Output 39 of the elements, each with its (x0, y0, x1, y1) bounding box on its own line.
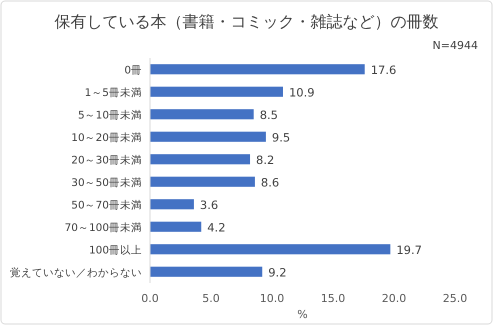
y-tick-label: 70～100冊未満 (64, 220, 142, 234)
y-tick-label: 100冊以上 (88, 243, 142, 256)
data-label: 9.5 (272, 130, 290, 144)
data-label: 19.7 (396, 242, 422, 257)
x-tick-label: 0.0 (141, 292, 159, 305)
y-tick-label: 50～70冊未満 (71, 198, 142, 212)
y-tick-label: 5～10冊未満 (78, 108, 142, 122)
bar (150, 176, 255, 187)
bar (150, 109, 254, 120)
data-label: 9.2 (268, 265, 287, 280)
x-axis-title: % (297, 308, 308, 321)
bar (150, 199, 194, 210)
y-tick-label: 覚えていない／わからない (10, 266, 142, 279)
bar (150, 244, 390, 254)
data-label: 4.2 (207, 220, 226, 234)
y-tick-label: 0冊 (124, 64, 142, 76)
x-tick-label: 5.0 (202, 292, 220, 305)
bar (150, 64, 365, 74)
data-label: 8.6 (260, 175, 280, 190)
bar (150, 132, 266, 142)
x-tick-label: 20.0 (382, 292, 406, 305)
data-label: 8.2 (256, 152, 274, 167)
y-tick-label: 20～30冊未満 (71, 153, 142, 166)
bar (150, 266, 262, 277)
data-label: 8.5 (260, 108, 278, 122)
text: N=4944 (432, 39, 478, 52)
y-tick-label: 1～5冊未満 (84, 86, 142, 99)
x-tick-label: 10.0 (260, 292, 284, 305)
data-label: 3.6 (200, 198, 218, 212)
y-tick-label: 30～50冊未満 (71, 176, 142, 189)
bar (150, 154, 250, 164)
x-tick-label: 25.0 (442, 292, 468, 305)
y-tick-label: 10～20冊未満 (71, 130, 142, 144)
data-label: 17.6 (370, 62, 396, 77)
bar (150, 86, 283, 97)
chart-title: 保有している本（書籍・コミック・雑誌など）の冊数 (54, 12, 438, 31)
x-tick-label: 15.0 (320, 292, 346, 305)
bar (150, 222, 202, 232)
data-label: 10.9 (288, 85, 315, 100)
